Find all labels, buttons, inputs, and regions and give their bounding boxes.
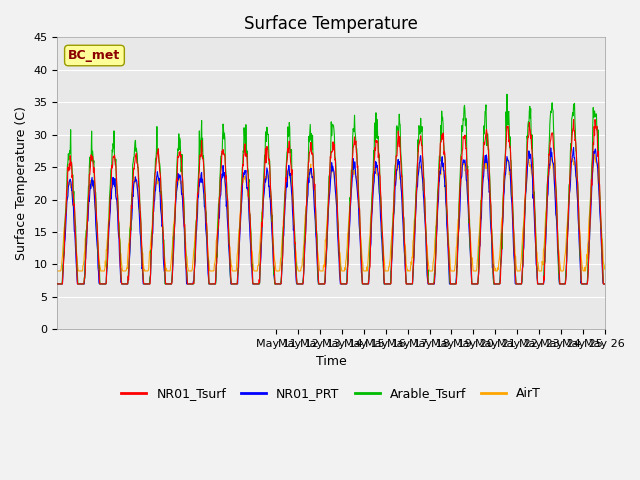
Text: BC_met: BC_met xyxy=(68,49,120,62)
Legend: NR01_Tsurf, NR01_PRT, Arable_Tsurf, AirT: NR01_Tsurf, NR01_PRT, Arable_Tsurf, AirT xyxy=(116,382,546,405)
Title: Surface Temperature: Surface Temperature xyxy=(244,15,418,33)
X-axis label: Time: Time xyxy=(316,355,346,368)
Y-axis label: Surface Temperature (C): Surface Temperature (C) xyxy=(15,107,28,260)
